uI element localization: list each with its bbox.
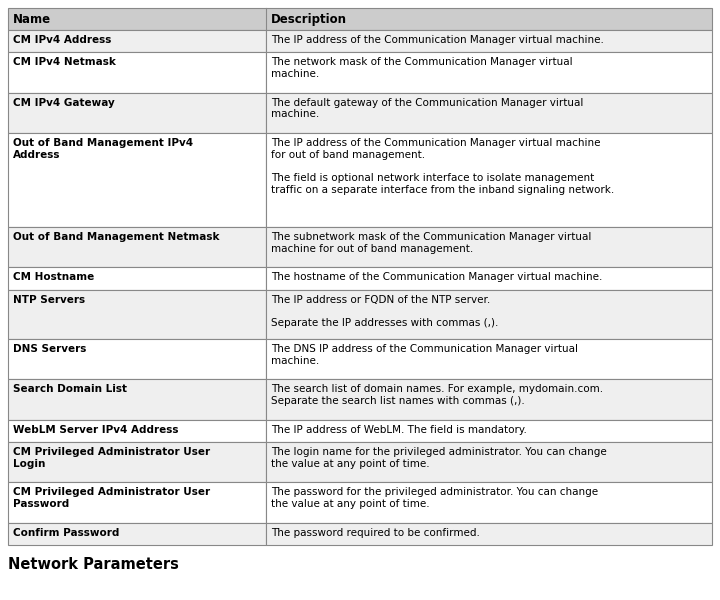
Text: WebLM Server IPv4 Address: WebLM Server IPv4 Address xyxy=(13,425,179,435)
Bar xyxy=(266,442,712,482)
Text: CM Privileged Administrator User
Password: CM Privileged Administrator User Passwor… xyxy=(13,487,210,509)
Text: Out of Band Management IPv4
Address: Out of Band Management IPv4 Address xyxy=(13,138,193,160)
Bar xyxy=(266,523,712,545)
Bar xyxy=(8,442,266,482)
Bar xyxy=(8,133,266,227)
Text: CM IPv4 Netmask: CM IPv4 Netmask xyxy=(13,58,116,67)
Text: The subnetwork mask of the Communication Manager virtual
machine for out of band: The subnetwork mask of the Communication… xyxy=(271,232,591,254)
Text: NTP Servers: NTP Servers xyxy=(13,295,85,305)
Bar xyxy=(266,133,712,227)
Bar xyxy=(8,30,266,52)
Text: CM IPv4 Gateway: CM IPv4 Gateway xyxy=(13,98,114,108)
Bar xyxy=(8,339,266,379)
Bar xyxy=(8,482,266,523)
Bar xyxy=(266,93,712,133)
Bar xyxy=(8,52,266,93)
Bar xyxy=(8,93,266,133)
Bar xyxy=(8,290,266,339)
Text: DNS Servers: DNS Servers xyxy=(13,344,86,354)
Text: Search Domain List: Search Domain List xyxy=(13,385,127,394)
Bar xyxy=(8,523,266,545)
Text: The DNS IP address of the Communication Manager virtual
machine.: The DNS IP address of the Communication … xyxy=(271,344,577,365)
Bar xyxy=(266,227,712,268)
Text: Confirm Password: Confirm Password xyxy=(13,528,120,538)
Text: Network Parameters: Network Parameters xyxy=(8,557,179,572)
Text: The IP address of the Communication Manager virtual machine.: The IP address of the Communication Mana… xyxy=(271,35,603,45)
Text: Description: Description xyxy=(271,13,346,26)
Text: The default gateway of the Communication Manager virtual
machine.: The default gateway of the Communication… xyxy=(271,98,583,119)
Text: The hostname of the Communication Manager virtual machine.: The hostname of the Communication Manage… xyxy=(271,272,602,283)
Bar xyxy=(8,227,266,268)
Bar xyxy=(8,8,712,30)
Bar xyxy=(266,482,712,523)
Bar xyxy=(266,420,712,442)
Bar xyxy=(8,420,266,442)
Text: CM IPv4 Address: CM IPv4 Address xyxy=(13,35,112,45)
Text: Name: Name xyxy=(13,13,51,26)
Text: The search list of domain names. For example, mydomain.com.
Separate the search : The search list of domain names. For exa… xyxy=(271,385,603,406)
Text: The IP address of WebLM. The field is mandatory.: The IP address of WebLM. The field is ma… xyxy=(271,425,526,435)
Bar xyxy=(8,379,266,420)
Text: The network mask of the Communication Manager virtual
machine.: The network mask of the Communication Ma… xyxy=(271,58,572,79)
Text: The login name for the privileged administrator. You can change
the value at any: The login name for the privileged admini… xyxy=(271,447,606,469)
Text: The password for the privileged administrator. You can change
the value at any p: The password for the privileged administ… xyxy=(271,487,598,509)
Text: CM Hostname: CM Hostname xyxy=(13,272,94,283)
Bar xyxy=(266,339,712,379)
Bar xyxy=(8,268,266,290)
Text: Out of Band Management Netmask: Out of Band Management Netmask xyxy=(13,232,220,242)
Text: The IP address or FQDN of the NTP server.

Separate the IP addresses with commas: The IP address or FQDN of the NTP server… xyxy=(271,295,498,328)
Bar xyxy=(266,290,712,339)
Text: The IP address of the Communication Manager virtual machine
for out of band mana: The IP address of the Communication Mana… xyxy=(271,138,614,194)
Bar xyxy=(266,30,712,52)
Text: CM Privileged Administrator User
Login: CM Privileged Administrator User Login xyxy=(13,447,210,469)
Bar xyxy=(266,379,712,420)
Bar xyxy=(266,52,712,93)
Bar xyxy=(266,268,712,290)
Text: The password required to be confirmed.: The password required to be confirmed. xyxy=(271,528,480,538)
